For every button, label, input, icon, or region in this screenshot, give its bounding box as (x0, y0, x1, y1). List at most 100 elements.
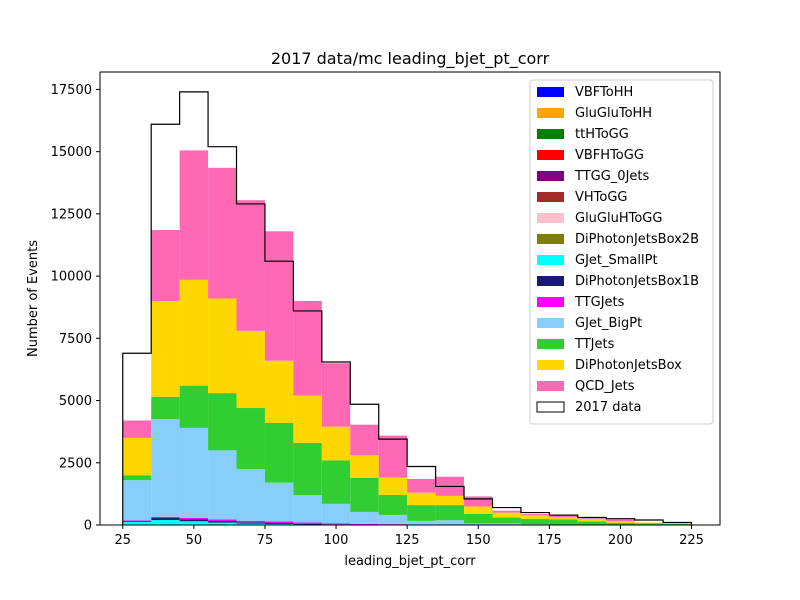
bar-QCD_Jets-bin-4 (236, 200, 265, 331)
y-tick-label-2500: 2500 (59, 456, 92, 471)
bar-TTGJets-bin-2 (179, 518, 209, 520)
bar-DiPhotonJetsBox-bin-13 (492, 512, 521, 518)
bar-TTJets-bin-15 (549, 519, 578, 525)
bar-DiPhotonJetsBox-bin-12 (464, 506, 493, 514)
bar-GJet_BigPt-bin-1 (151, 419, 180, 517)
bar-DiPhotonJetsBox-bin-11 (435, 495, 465, 506)
bar-QCD_Jets-bin-3 (208, 167, 237, 299)
y-axis-label: Number of Events (26, 240, 41, 357)
bar-TTJets-bin-1 (151, 396, 180, 420)
series-TTJets (122, 385, 692, 525)
legend-swatch-GluGluHToGG (537, 213, 564, 223)
bar-DiPhotonJetsBox1B-bin-1 (151, 518, 180, 521)
legend-swatch-VBFToHH (537, 87, 564, 97)
bar-QCD_Jets-bin-1 (151, 230, 180, 301)
bar-GJet_BigPt-bin-6 (293, 495, 322, 523)
legend-label-QCD_Jets: QCD_Jets (575, 379, 635, 394)
legend-label-2017 data: 2017 data (575, 400, 642, 415)
legend-entry-QCD_Jets: QCD_Jets (537, 379, 635, 394)
legend-label-VBFToHH: VBFToHH (575, 85, 633, 100)
bar-QCD_Jets-bin-17 (606, 519, 635, 522)
series-QCD_Jets (122, 150, 635, 522)
plot-bars (122, 150, 692, 525)
bar-DiPhotonJetsBox-bin-17 (606, 521, 635, 523)
x-tick-label-225: 225 (679, 533, 704, 548)
legend-swatch-ttHToGG (537, 129, 564, 139)
bar-TTJets-bin-13 (492, 517, 521, 524)
bar-TTGJets-bin-3 (208, 519, 237, 522)
bar-GJet_BigPt-bin-5 (264, 482, 294, 522)
legend-label-DiPhotonJetsBox1B: DiPhotonJetsBox1B (575, 274, 699, 289)
bar-TTJets-bin-7 (321, 460, 351, 504)
bar-DiPhotonJetsBox1B-bin-5 (264, 523, 294, 525)
bar-TTJets-bin-5 (264, 422, 294, 483)
bar-TTGJets-bin-0 (122, 520, 152, 522)
bar-TTJets-bin-18 (634, 523, 664, 525)
bar-TTJets-bin-0 (122, 475, 152, 481)
legend-label-DiPhotonJetsBox2B: DiPhotonJetsBox2B (575, 232, 699, 247)
legend-label-ttHToGG: ttHToGG (575, 127, 629, 142)
x-tick-label-25: 25 (114, 533, 131, 548)
bar-DiPhotonJetsBox1B-bin-4 (236, 522, 265, 524)
bar-QCD_Jets-bin-12 (464, 496, 493, 507)
y-tick-label-0: 0 (84, 519, 92, 534)
y-tick-label-10000: 10000 (51, 270, 92, 285)
legend-entry-TTGJets: TTGJets (537, 295, 625, 310)
bar-GJet_BigPt-bin-8 (350, 511, 379, 524)
legend-swatch-GJet_BigPt (537, 318, 564, 328)
bar-DiPhotonJetsBox-bin-0 (122, 437, 152, 476)
bar-GJet_SmallPt-bin-3 (208, 522, 237, 525)
legend-swatch-DiPhotonJetsBox (537, 360, 564, 370)
bar-QCD_Jets-bin-2 (179, 150, 209, 280)
legend-label-GluGluHToGG: GluGluHToGG (575, 211, 662, 226)
bar-GJet_BigPt-bin-9 (378, 514, 408, 525)
bar-TTJets-bin-8 (350, 477, 379, 512)
legend-entry-VBFHToGG: VBFHToGG (537, 148, 644, 163)
bar-DiPhotonJetsBox-bin-8 (350, 455, 379, 478)
bar-TTGJets-bin-1 (151, 516, 180, 519)
bar-TTJets-bin-17 (606, 522, 635, 525)
legend-swatch-GluGluToHH (537, 108, 564, 118)
legend: VBFToHH GluGluToHH ttHToGG VBFHToGG TTGG_0Je… (529, 79, 714, 425)
bar-QCD_Jets-bin-7 (321, 363, 351, 427)
bar-TTJets-bin-4 (236, 408, 265, 469)
bar-GJet_BigPt-bin-7 (321, 503, 351, 524)
legend-swatch-QCD_Jets (537, 381, 564, 391)
bar-DiPhotonJetsBox-bin-2 (179, 279, 209, 386)
legend-label-GluGluToHH: GluGluToHH (575, 106, 652, 121)
legend-label-DiPhotonJetsBox: DiPhotonJetsBox (575, 358, 682, 373)
x-axis-label: leading_bjet_pt_corr (344, 554, 476, 569)
bar-DiPhotonJetsBox1B-bin-6 (293, 523, 322, 525)
legend-swatch-2017 data (536, 401, 565, 413)
chart-title: 2017 data/mc leading_bjet_pt_corr (271, 49, 550, 69)
x-axis-ticks: 25 50 75 100 125 150 175 200 225 (114, 525, 704, 548)
bar-DiPhotonJetsBox-bin-4 (236, 330, 265, 409)
bar-GJet_SmallPt-bin-4 (236, 523, 265, 525)
bar-QCD_Jets-bin-5 (264, 231, 294, 361)
bar-TTGJets-bin-4 (236, 520, 265, 523)
bar-TTJets-bin-11 (435, 505, 465, 521)
legend-label-TTGG_0Jets: TTGG_0Jets (574, 169, 650, 184)
bar-QCD_Jets-bin-16 (577, 518, 607, 520)
legend-swatch-TTGJets (537, 297, 564, 307)
series-GJet_BigPt (122, 419, 635, 525)
legend-entry-VHToGG: VHToGG (537, 190, 628, 205)
legend-label-TTGJets: TTGJets (574, 295, 625, 310)
bar-GJet_SmallPt-bin-1 (151, 520, 180, 525)
legend-entry-DiPhotonJetsBox: DiPhotonJetsBox (537, 358, 682, 373)
legend-box (529, 79, 714, 425)
legend-entry-DiPhotonJetsBox2B: DiPhotonJetsBox2B (537, 232, 699, 247)
legend-entry-VBFToHH: VBFToHH (537, 85, 633, 100)
x-tick-label-150: 150 (466, 533, 491, 548)
plot-frame (99, 71, 721, 526)
bar-TTJets-bin-10 (407, 505, 436, 521)
bar-GJet_SmallPt-bin-2 (179, 521, 209, 525)
bar-GJet_BigPt-bin-0 (122, 480, 152, 521)
bar-DiPhotonJetsBox-bin-7 (321, 426, 351, 461)
bar-GJet_BigPt-bin-3 (208, 450, 237, 520)
bar-TTGJets-bin-5 (264, 521, 294, 524)
x-tick-label-75: 75 (257, 533, 274, 548)
legend-entry-ttHToGG: ttHToGG (537, 127, 629, 142)
legend-swatch-GJet_SmallPt (537, 255, 564, 265)
x-tick-label-100: 100 (324, 533, 349, 548)
